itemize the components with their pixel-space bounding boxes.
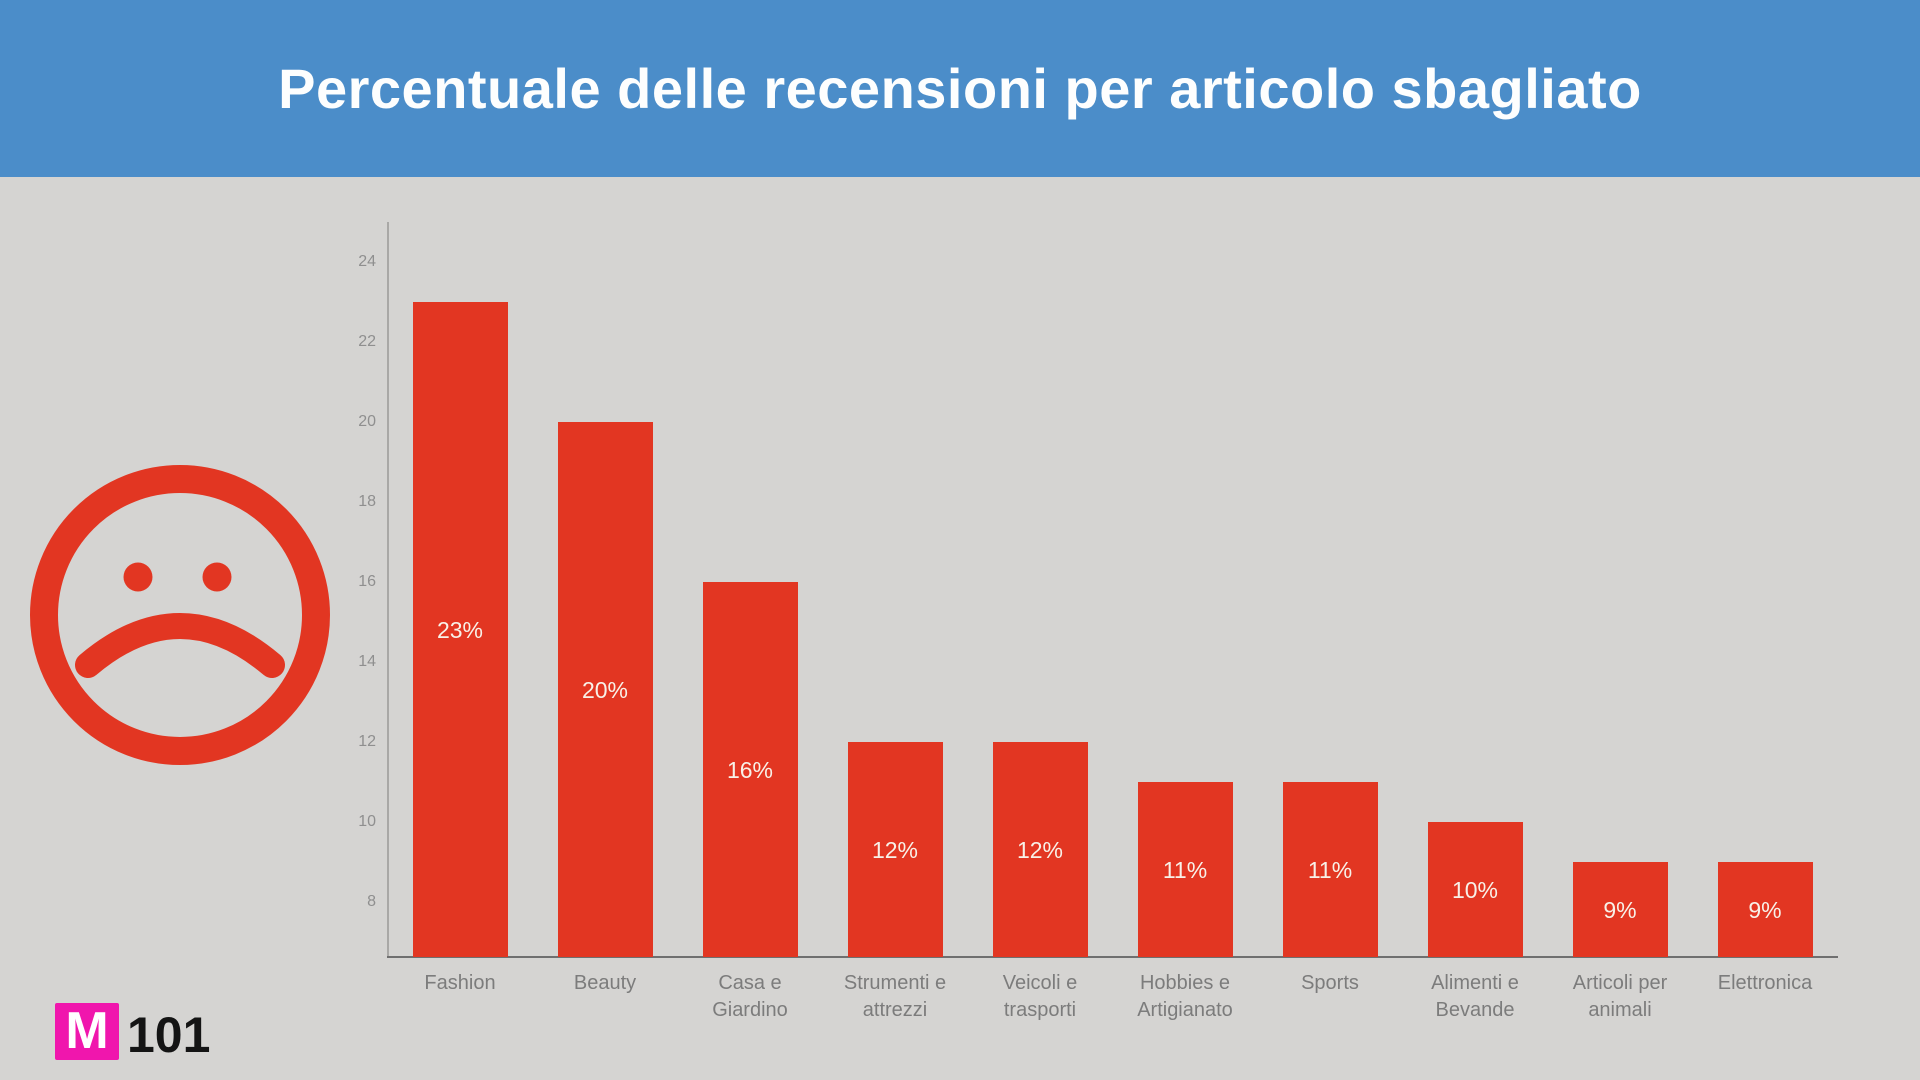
bar-value-label: 9% [1603, 896, 1637, 923]
sad-face-icon [30, 465, 330, 765]
y-axis-tick-label: 18 [358, 493, 376, 510]
title-bar: Percentuale delle recensioni per articol… [0, 0, 1920, 177]
page-title: Percentuale delle recensioni per articol… [278, 57, 1642, 120]
x-axis-label: Fashion [424, 972, 496, 994]
x-axis-label: Alimenti e Bevande [1431, 972, 1519, 1021]
y-axis-line [387, 222, 389, 958]
bar-value-label: 10% [1451, 876, 1499, 903]
x-axis-line [387, 956, 1838, 958]
sad-face-frown [75, 613, 285, 678]
bar-value-label: 16% [726, 756, 774, 783]
bar [992, 742, 1088, 957]
sad-face-left-eye [123, 562, 153, 592]
bar-value-label: 11% [1162, 856, 1208, 883]
bar [1282, 782, 1378, 957]
sad-face-right-eye [202, 562, 232, 592]
bar [1572, 862, 1668, 957]
y-axis-tick-label: 20 [358, 413, 376, 430]
x-axis-label: Beauty [573, 972, 637, 994]
x-axis-label: Elettronica [1717, 972, 1813, 994]
logo-number: 101 [127, 1007, 211, 1063]
bar-value-label: 23% [436, 616, 484, 643]
bar [1137, 782, 1233, 957]
y-axis-tick-label: 16 [358, 573, 376, 590]
x-axis-label: Strumenti e attrezzi [843, 972, 947, 1021]
bar [1717, 862, 1813, 957]
y-axis-tick-label: 10 [358, 813, 376, 830]
bar-value-label: 20% [581, 676, 629, 703]
y-axis-tick-label: 12 [358, 733, 376, 750]
y-axis-tick-label: 22 [358, 333, 376, 350]
bar-value-label: 9% [1748, 896, 1782, 923]
y-axis-tick-label: 14 [358, 653, 376, 670]
bar [702, 582, 798, 957]
logo-m-square: M [55, 1003, 119, 1060]
bar [847, 742, 943, 957]
bar [557, 422, 653, 957]
y-axis-tick-label: 24 [358, 253, 376, 270]
bar-value-label: 11% [1307, 856, 1353, 883]
sad-face-ring [30, 465, 330, 765]
x-axis-label: Casa e Giardino [712, 972, 788, 1021]
y-axis-tick-label: 8 [367, 893, 376, 910]
bar-value-label: 12% [871, 836, 919, 863]
x-axis-label: Articoli per animali [1572, 972, 1668, 1021]
x-axis-label: Sports [1301, 972, 1359, 994]
x-axis-label: Hobbies e Artigianato [1137, 972, 1233, 1021]
x-axis-label: Veicoli e trasporti [1002, 972, 1078, 1021]
bar-value-label: 12% [1016, 836, 1064, 863]
bar [412, 302, 508, 957]
bar [1427, 822, 1523, 957]
